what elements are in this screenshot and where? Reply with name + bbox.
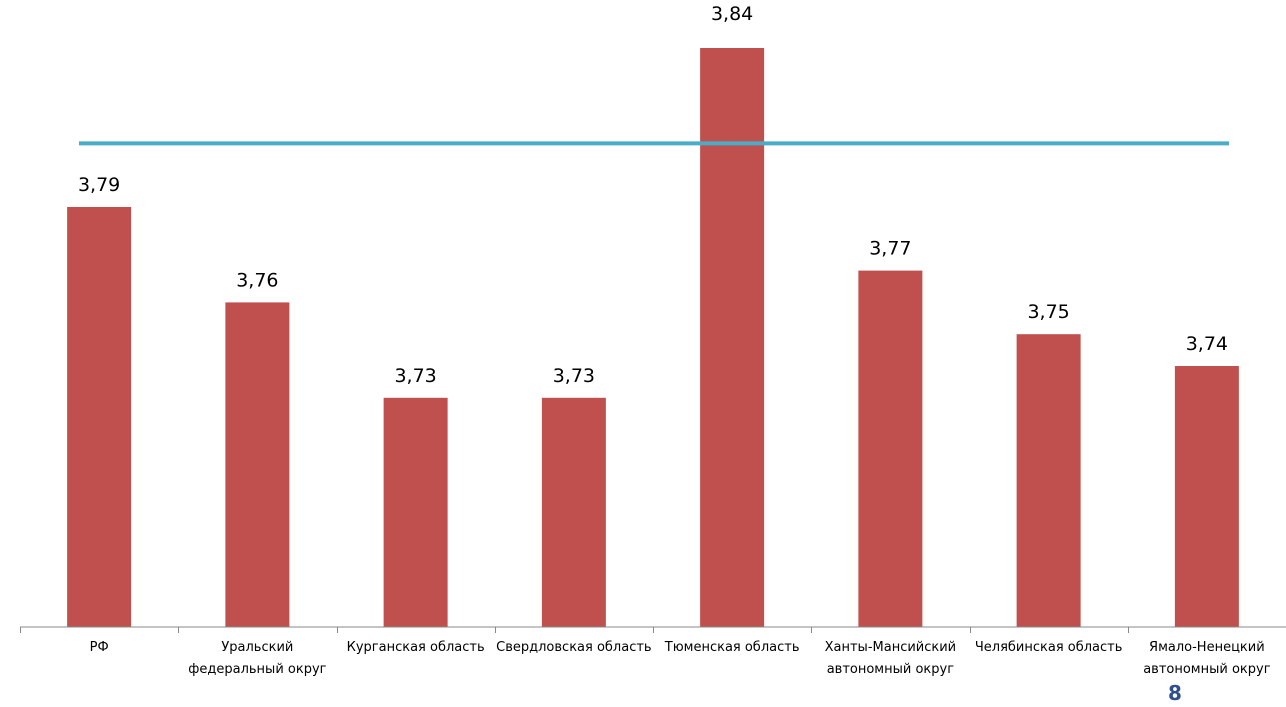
x-tick-label: Челябинская область xyxy=(974,640,1123,655)
data-label: 3,75 xyxy=(1027,301,1069,323)
data-label: 3,79 xyxy=(78,174,120,196)
bar xyxy=(858,270,923,627)
bar xyxy=(1016,334,1081,627)
x-tick-label: Свердловская область xyxy=(496,640,652,655)
bar xyxy=(383,397,448,627)
bar xyxy=(1174,366,1239,627)
bar xyxy=(541,397,606,627)
data-label: 3,77 xyxy=(869,238,911,260)
x-tick-label: РФ xyxy=(89,640,109,655)
data-label: 3,76 xyxy=(236,269,278,291)
bar xyxy=(67,207,132,627)
x-tick-label: Тюменская область xyxy=(664,640,800,655)
data-label: 3,73 xyxy=(553,365,595,387)
data-label: 3,73 xyxy=(394,365,436,387)
bar xyxy=(700,48,765,627)
x-tick-label: Курганская область xyxy=(346,640,485,655)
x-tick-label: Ямало-Ненецкий автономный округ xyxy=(1143,640,1271,677)
data-label: 3,84 xyxy=(711,3,753,25)
data-label: 3,74 xyxy=(1186,333,1228,355)
bar xyxy=(225,302,290,627)
x-tick-label: Ханты-Мансийский автономный округ xyxy=(824,640,957,677)
x-tick-label: Уральский федеральный округ xyxy=(188,640,327,677)
page-number: 8 xyxy=(1168,681,1182,705)
